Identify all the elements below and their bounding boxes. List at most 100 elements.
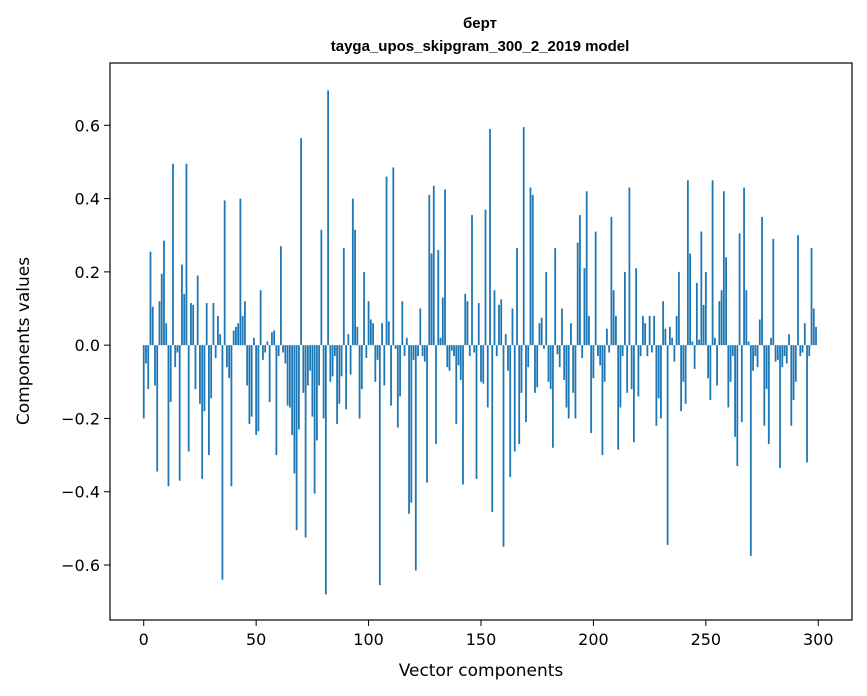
bar-76 (313, 345, 316, 494)
bar-261 (729, 345, 732, 382)
y-tick-label: 0.0 (75, 336, 100, 355)
bar-4 (151, 306, 154, 346)
bar-81 (324, 345, 327, 595)
bar-198 (588, 315, 590, 346)
bar-38 (228, 345, 231, 379)
bar-273 (756, 345, 759, 368)
x-tick-label: 50 (246, 630, 266, 649)
y-tick-label: −0.2 (61, 409, 100, 428)
bar-97 (360, 345, 363, 390)
bar-125 (423, 345, 426, 362)
bar-8 (160, 273, 163, 346)
bar-179 (545, 271, 548, 346)
bar-3 (149, 251, 152, 346)
bar-259 (725, 257, 727, 346)
bar-49 (253, 337, 255, 346)
bar-50 (255, 345, 258, 435)
bar-230 (659, 345, 662, 419)
bar-249 (702, 304, 705, 346)
bar-27 (203, 345, 206, 412)
bar-266 (740, 345, 743, 423)
bar-24 (196, 275, 199, 346)
bar-151 (482, 345, 485, 384)
x-axis-ticks: 0 50 100 150 200 250 300 (139, 620, 834, 649)
y-tick-label: 0.2 (75, 263, 100, 282)
bar-192 (574, 345, 577, 419)
bar-260 (727, 345, 730, 408)
bar-208 (610, 216, 613, 346)
y-tick-label: −0.6 (61, 556, 100, 575)
bar-65 (288, 345, 291, 408)
bar-207 (608, 345, 611, 353)
bar-43 (239, 198, 242, 346)
bar-239 (680, 345, 683, 412)
bar-243 (689, 253, 692, 346)
bar-142 (462, 345, 464, 485)
bar-210 (615, 315, 617, 346)
bar-209 (612, 290, 615, 346)
bar-202 (597, 345, 599, 357)
bar-236 (673, 345, 676, 362)
bar-94 (354, 229, 356, 346)
bar-295 (806, 345, 808, 463)
bar-252 (709, 345, 712, 401)
bar-224 (646, 345, 649, 357)
bar-139 (455, 345, 458, 424)
bar-101 (369, 319, 372, 346)
bar-237 (675, 315, 678, 346)
bar-71 (302, 345, 305, 393)
bar-149 (477, 303, 480, 346)
bar-89 (342, 248, 345, 346)
bar-52 (259, 290, 262, 346)
y-tick-label: 0.4 (75, 190, 100, 209)
bar-112 (394, 345, 397, 349)
bar-13 (172, 163, 174, 346)
bar-135 (446, 345, 449, 368)
bar-219 (635, 268, 638, 346)
bar-176 (538, 323, 541, 346)
bar-217 (630, 345, 633, 390)
bar-293 (801, 345, 804, 353)
bar-82 (327, 90, 329, 346)
bar-289 (792, 345, 795, 401)
bar-228 (655, 345, 658, 426)
bar-34 (219, 334, 222, 346)
bar-238 (677, 271, 680, 346)
bar-6 (156, 345, 159, 472)
bar-111 (392, 167, 395, 346)
bar-193 (576, 242, 579, 346)
bar-56 (268, 345, 271, 402)
bar-150 (480, 345, 482, 382)
bar-269 (747, 341, 750, 346)
bar-153 (486, 345, 489, 408)
bar-40 (232, 330, 235, 346)
bar-2 (147, 345, 150, 390)
bar-158 (498, 304, 500, 346)
bar-103 (374, 345, 377, 382)
bar-64 (286, 345, 289, 406)
bar-156 (493, 290, 496, 346)
bar-244 (691, 341, 694, 346)
bar-160 (502, 345, 505, 547)
bar-141 (459, 345, 462, 380)
bar-22 (192, 304, 195, 346)
bar-62 (282, 345, 285, 353)
bar-251 (707, 345, 709, 379)
bar-283 (779, 345, 781, 468)
bar-69 (297, 345, 300, 430)
bar-119 (410, 345, 413, 503)
bar-33 (217, 315, 219, 346)
bar-233 (666, 345, 669, 545)
bar-23 (194, 345, 197, 390)
bar-41 (235, 326, 237, 346)
bar-54 (264, 345, 267, 353)
bar-262 (731, 345, 734, 357)
bar-204 (601, 345, 604, 456)
bar-220 (637, 345, 640, 397)
bar-129 (432, 185, 435, 346)
bar-267 (743, 187, 745, 346)
bar-255 (716, 345, 718, 386)
bar-184 (556, 345, 559, 355)
bar-132 (439, 337, 442, 346)
bar-163 (509, 345, 512, 478)
